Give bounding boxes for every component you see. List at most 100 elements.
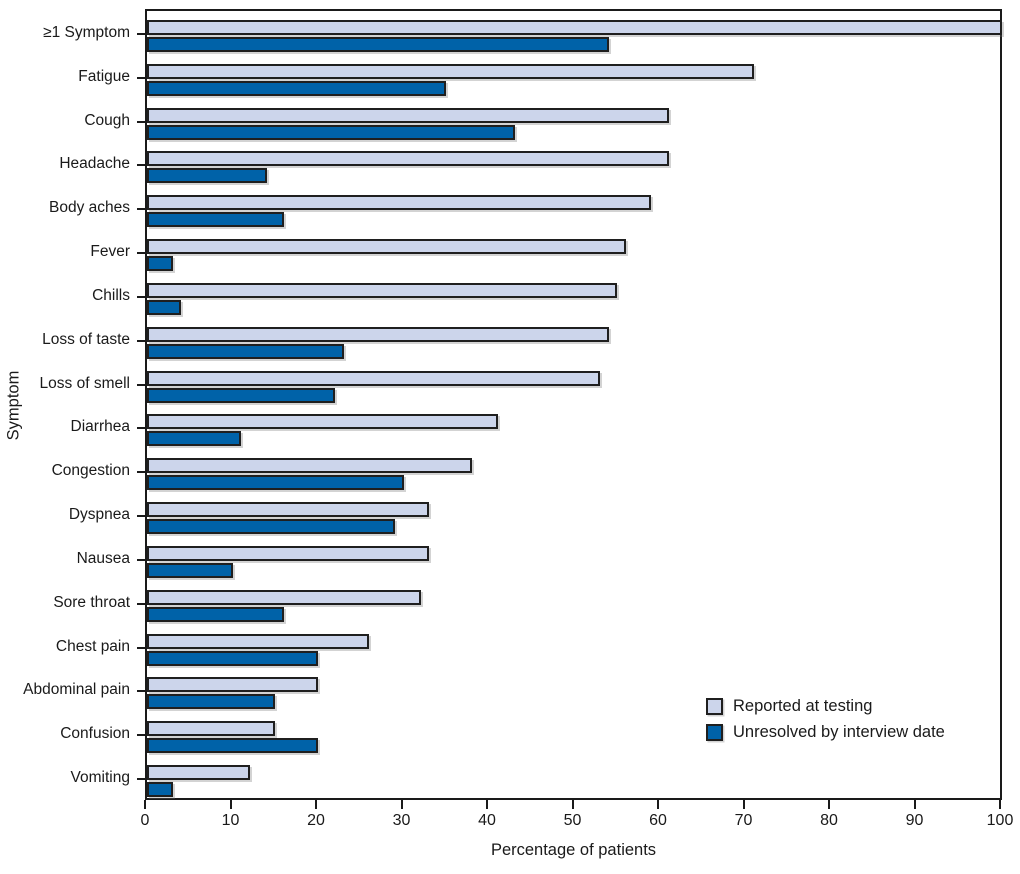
category-tick-17 bbox=[137, 734, 145, 737]
reported-bar-4 bbox=[147, 151, 669, 167]
reported-bar-11 bbox=[147, 458, 472, 474]
unresolved-bar-17 bbox=[147, 738, 318, 754]
unresolved-bar-5 bbox=[147, 212, 284, 228]
bar-group-1 bbox=[147, 20, 1002, 52]
unresolved-bar-13 bbox=[147, 562, 233, 578]
bar-group-18 bbox=[147, 765, 250, 798]
category-label-10: Diarrhea bbox=[70, 418, 130, 436]
category-tick-18 bbox=[137, 778, 145, 781]
unresolved-bar-2 bbox=[147, 80, 447, 96]
x-tick-label-80: 80 bbox=[820, 812, 838, 829]
bar-group-8 bbox=[147, 326, 609, 359]
category-label-8: Loss of taste bbox=[42, 330, 130, 348]
reported-bar-13 bbox=[147, 545, 430, 561]
category-tick-13 bbox=[137, 558, 145, 561]
x-tick-20 bbox=[315, 800, 317, 809]
plot-area: Reported at testing Unresolved by interv… bbox=[145, 9, 1002, 800]
bar-group-4 bbox=[147, 151, 669, 184]
unresolved-bar-16 bbox=[147, 694, 276, 710]
reported-bar-7 bbox=[147, 282, 618, 298]
bar-group-10 bbox=[147, 414, 498, 447]
bar-group-17 bbox=[147, 721, 318, 754]
category-label-11: Congestion bbox=[51, 462, 130, 480]
x-tick-100 bbox=[999, 800, 1001, 809]
category-label-14: Sore throat bbox=[53, 593, 130, 611]
x-tick-label-40: 40 bbox=[478, 812, 496, 829]
bar-group-12 bbox=[147, 502, 430, 535]
bar-group-13 bbox=[147, 545, 430, 578]
legend-label-unresolved: Unresolved by interview date bbox=[733, 723, 945, 741]
reported-bar-18 bbox=[147, 765, 250, 781]
category-tick-3 bbox=[137, 120, 145, 123]
category-tick-1 bbox=[137, 33, 145, 35]
reported-bar-1 bbox=[147, 20, 1002, 35]
category-label-13: Nausea bbox=[76, 549, 130, 567]
bar-group-7 bbox=[147, 282, 618, 315]
reported-bar-9 bbox=[147, 370, 601, 386]
x-tick-label-0: 0 bbox=[140, 812, 150, 829]
reported-bar-8 bbox=[147, 326, 609, 342]
legend-item-unresolved: Unresolved by interview date bbox=[706, 723, 945, 742]
unresolved-bar-6 bbox=[147, 256, 173, 272]
category-tick-11 bbox=[137, 471, 145, 474]
legend-label-reported: Reported at testing bbox=[733, 697, 873, 715]
category-tick-9 bbox=[137, 383, 145, 386]
reported-bar-17 bbox=[147, 721, 276, 737]
category-label-12: Dyspnea bbox=[68, 506, 130, 524]
category-tick-4 bbox=[137, 164, 145, 167]
category-tick-6 bbox=[137, 252, 145, 255]
category-label-9: Loss of smell bbox=[39, 374, 130, 392]
unresolved-bar-4 bbox=[147, 168, 267, 184]
x-tick-30 bbox=[400, 800, 403, 809]
x-tick-50 bbox=[571, 800, 574, 809]
unresolved-bar-15 bbox=[147, 650, 318, 666]
x-tick-label-60: 60 bbox=[649, 812, 667, 829]
reported-bar-10 bbox=[147, 414, 498, 430]
x-tick-label-10: 10 bbox=[221, 812, 240, 829]
reported-bar-14 bbox=[147, 589, 421, 605]
bar-group-16 bbox=[147, 677, 318, 710]
category-label-17: Confusion bbox=[60, 725, 130, 743]
unresolved-bar-18 bbox=[147, 782, 173, 798]
x-tick-0 bbox=[144, 800, 146, 809]
bar-group-5 bbox=[147, 195, 652, 228]
x-tick-label-100: 100 bbox=[986, 812, 1014, 829]
unresolved-bar-9 bbox=[147, 387, 336, 403]
category-tick-14 bbox=[137, 602, 145, 605]
category-tick-8 bbox=[137, 339, 145, 342]
category-tick-10 bbox=[137, 427, 145, 430]
category-tick-5 bbox=[137, 208, 145, 211]
x-tick-40 bbox=[486, 800, 488, 809]
reported-bar-5 bbox=[147, 195, 652, 211]
category-tick-15 bbox=[137, 646, 145, 649]
x-tick-label-90: 90 bbox=[905, 812, 924, 829]
x-tick-label-50: 50 bbox=[563, 812, 582, 829]
legend-swatch-unresolved bbox=[706, 724, 723, 741]
category-label-15: Chest pain bbox=[55, 637, 130, 655]
x-tick-10 bbox=[229, 800, 232, 809]
category-label-1: ≥1 Symptom bbox=[43, 24, 130, 41]
x-tick-label-20: 20 bbox=[307, 812, 325, 829]
category-label-4: Headache bbox=[59, 155, 130, 173]
category-label-5: Body aches bbox=[49, 199, 130, 217]
x-tick-90 bbox=[913, 800, 916, 809]
x-tick-label-30: 30 bbox=[392, 812, 411, 829]
bar-group-15 bbox=[147, 633, 370, 666]
unresolved-bar-8 bbox=[147, 343, 344, 359]
category-tick-2 bbox=[137, 76, 145, 79]
category-tick-12 bbox=[137, 515, 145, 518]
x-tick-70 bbox=[742, 800, 745, 809]
bar-group-3 bbox=[147, 107, 669, 140]
category-label-16: Abdominal pain bbox=[23, 681, 130, 699]
bar-group-11 bbox=[147, 458, 472, 491]
reported-bar-15 bbox=[147, 633, 370, 649]
y-axis-title: Symptom bbox=[4, 370, 23, 441]
category-label-18: Vomiting bbox=[70, 769, 130, 787]
category-label-7: Chills bbox=[92, 286, 130, 304]
unresolved-bar-11 bbox=[147, 475, 404, 491]
x-tick-label-70: 70 bbox=[734, 812, 753, 829]
unresolved-bar-10 bbox=[147, 431, 242, 447]
bar-group-14 bbox=[147, 589, 421, 622]
reported-bar-3 bbox=[147, 107, 669, 123]
